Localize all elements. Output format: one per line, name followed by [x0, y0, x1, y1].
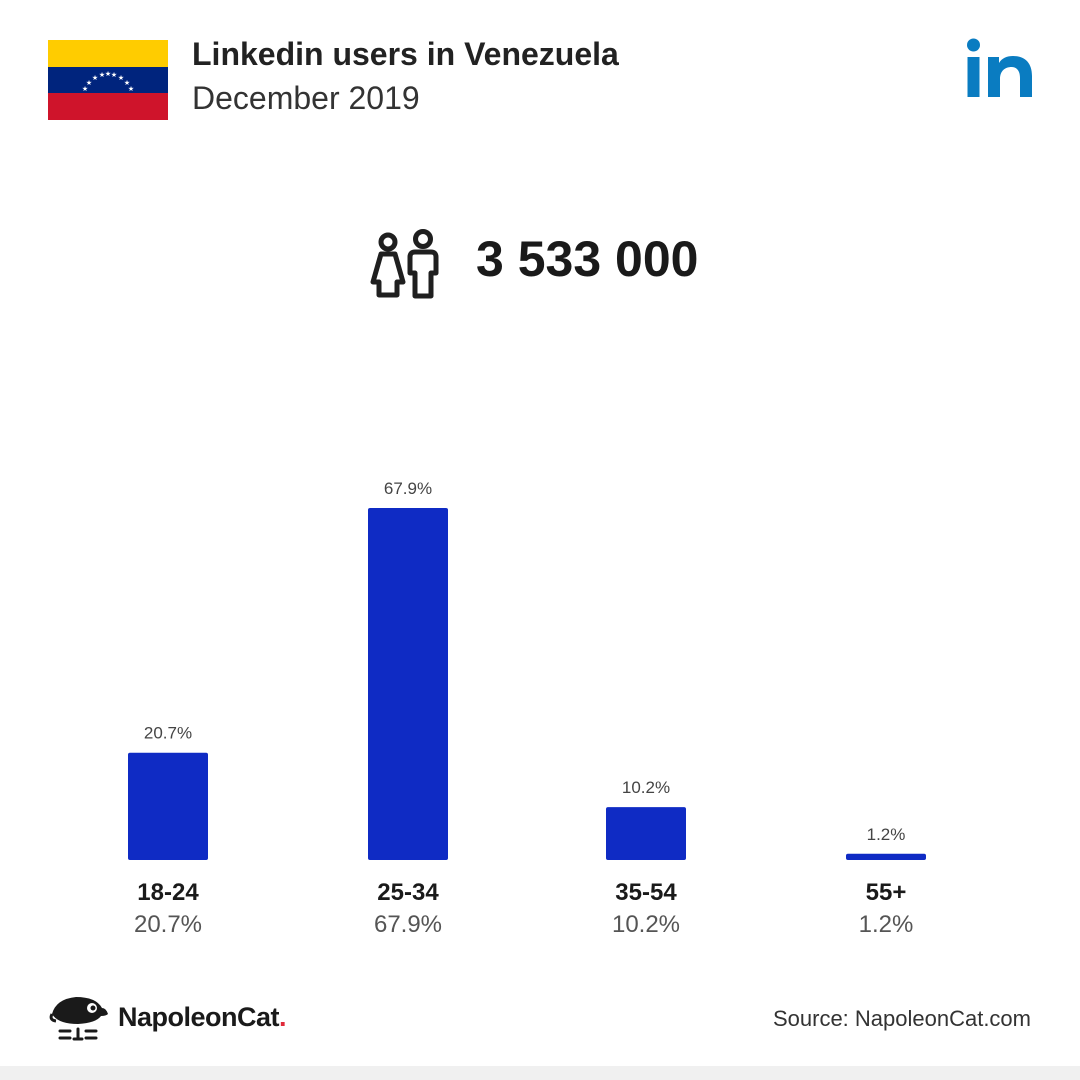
svg-text:★: ★ — [99, 71, 105, 79]
venezuela-flag-icon: ★ ★ ★ ★ ★ ★ ★ ★ ★ — [48, 40, 168, 120]
source-link[interactable]: Source: NapoleonCat.com — [772, 1006, 1031, 1031]
svg-text:★: ★ — [92, 74, 98, 82]
bar-18-24 — [128, 752, 208, 860]
category-value-18-24: 20.7% — [134, 911, 202, 938]
data-label-18-24: 20.7% — [144, 724, 192, 743]
svg-text:★: ★ — [111, 71, 117, 79]
category-label-25-34: 25-34 — [377, 879, 439, 906]
napoleoncat-logo-icon — [49, 997, 108, 1041]
page-title: Linkedin users in Venezuela — [192, 36, 619, 72]
svg-text:★: ★ — [82, 85, 88, 93]
bar-25-34 — [368, 508, 448, 860]
napoleoncat-brand-name: NapoleonCat. — [118, 1002, 287, 1032]
footer-strip — [0, 1066, 1080, 1080]
data-label-55+: 1.2% — [867, 825, 906, 844]
total-users-value: 3 533 000 — [476, 231, 699, 287]
svg-text:★: ★ — [124, 79, 130, 87]
category-value-25-34: 67.9% — [374, 911, 442, 938]
category-value-35-54: 10.2% — [612, 911, 680, 938]
svg-text:★: ★ — [128, 85, 134, 93]
linkedin-logo-icon — [967, 38, 1032, 97]
data-label-35-54: 10.2% — [622, 778, 670, 797]
data-label-25-34: 67.9% — [384, 479, 432, 498]
svg-text:★: ★ — [118, 74, 124, 82]
page-subtitle: December 2019 — [192, 80, 420, 116]
users-icon — [370, 229, 439, 299]
svg-text:★: ★ — [86, 79, 92, 87]
category-label-35-54: 35-54 — [615, 879, 677, 906]
category-value-55+: 1.2% — [859, 911, 914, 938]
bar-55+ — [846, 853, 926, 860]
bar-35-54 — [606, 807, 686, 860]
svg-text:★: ★ — [105, 70, 111, 78]
category-label-55+: 55+ — [866, 879, 907, 906]
category-label-18-24: 18-24 — [137, 879, 199, 906]
